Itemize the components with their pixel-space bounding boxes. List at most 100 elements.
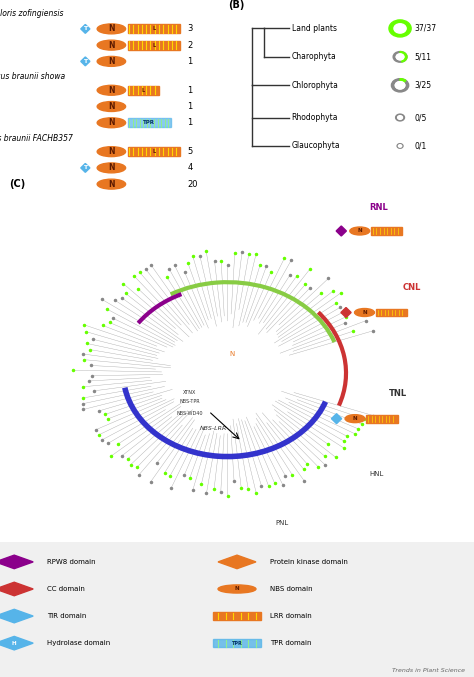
Text: 37/37: 37/37 [415,24,437,33]
Text: N: N [108,147,115,156]
Bar [366,415,398,422]
Circle shape [394,24,406,33]
Text: H: H [12,640,17,646]
Wedge shape [400,51,407,62]
Text: RPW8 domain: RPW8 domain [47,559,96,565]
Circle shape [395,82,405,89]
Text: L: L [153,26,155,31]
Text: L: L [142,88,145,93]
Text: NBS-LRR: NBS-LRR [200,426,227,431]
Text: N: N [235,586,239,592]
Text: 5: 5 [187,147,192,156]
Text: Glaucophyta: Glaucophyta [292,141,340,150]
Circle shape [397,144,403,148]
Bar [371,227,402,235]
Text: 0/1: 0/1 [415,141,427,150]
Ellipse shape [97,147,126,156]
Text: TPR: TPR [143,121,155,125]
Text: N: N [357,229,362,234]
Polygon shape [331,414,342,424]
Text: Protein kinase domain: Protein kinase domain [270,559,348,565]
Text: N: N [353,416,357,421]
Circle shape [396,114,404,121]
Text: LRR domain: LRR domain [270,613,312,619]
Text: N: N [362,310,367,315]
Ellipse shape [97,85,126,95]
Text: L: L [153,149,155,154]
Ellipse shape [97,56,126,66]
Polygon shape [0,636,33,650]
Polygon shape [81,57,90,66]
Text: NBS-WD40: NBS-WD40 [176,411,203,416]
Ellipse shape [355,309,374,316]
Text: N: N [108,179,115,189]
Bar [128,24,180,33]
Polygon shape [81,24,90,33]
Text: TNL: TNL [389,389,407,398]
Ellipse shape [97,118,126,128]
Text: CNL: CNL [403,283,421,292]
Text: Trends in Plant Science: Trends in Plant Science [392,668,465,673]
Ellipse shape [97,102,126,112]
Bar [128,118,171,127]
Polygon shape [336,226,346,236]
Text: Rhodophyta: Rhodophyta [292,113,338,122]
Text: Chromochloris zofingiensis: Chromochloris zofingiensis [0,9,63,18]
Circle shape [396,54,404,60]
Bar [213,639,261,647]
Ellipse shape [345,415,365,422]
Bar [128,86,159,95]
Text: NBS-TPR: NBS-TPR [179,399,200,404]
Text: T: T [83,59,87,64]
Polygon shape [341,307,351,318]
Text: N: N [108,102,115,111]
Text: N: N [108,41,115,49]
Text: CC domain: CC domain [47,586,85,592]
Text: 1: 1 [187,102,192,111]
Text: (C): (C) [9,179,26,190]
Text: N: N [108,86,115,95]
Text: T: T [83,26,87,31]
Wedge shape [400,79,406,85]
Text: Botryococcus braunii FACHB357: Botryococcus braunii FACHB357 [0,133,73,143]
Text: TPR: TPR [232,640,242,646]
Text: PNL: PNL [275,520,288,526]
Text: Botryococcus braunii showa: Botryococcus braunii showa [0,72,65,81]
Ellipse shape [97,179,126,189]
Polygon shape [218,555,256,569]
Polygon shape [0,582,33,596]
Text: (B): (B) [228,0,245,9]
Text: Charophyta: Charophyta [292,52,337,62]
Circle shape [389,20,411,37]
Text: 3/25: 3/25 [415,81,432,90]
Text: XTNX: XTNX [183,390,196,395]
Text: T: T [83,165,87,171]
Bar [376,309,407,316]
Text: Chlorophyta: Chlorophyta [292,81,338,90]
Bar [213,612,261,620]
Text: RNL: RNL [370,203,389,212]
Text: L: L [153,43,155,47]
Text: 20: 20 [187,179,198,189]
Bar [128,147,180,156]
Ellipse shape [97,40,126,50]
Text: TIR domain: TIR domain [47,613,87,619]
Text: 4: 4 [187,163,192,173]
Text: 3: 3 [187,24,192,33]
Ellipse shape [97,163,126,173]
Text: TPR domain: TPR domain [270,640,312,646]
Circle shape [399,145,401,147]
Polygon shape [0,609,33,623]
Polygon shape [81,163,90,173]
Text: 1: 1 [187,118,192,127]
Text: N: N [108,24,115,33]
Circle shape [392,79,409,92]
Bar [128,41,180,49]
Text: N: N [229,351,235,357]
Text: Hydrolase domain: Hydrolase domain [47,640,110,646]
Text: 1: 1 [187,86,192,95]
Text: 1: 1 [187,57,192,66]
Circle shape [396,54,404,60]
Polygon shape [0,555,33,569]
Circle shape [398,116,402,119]
